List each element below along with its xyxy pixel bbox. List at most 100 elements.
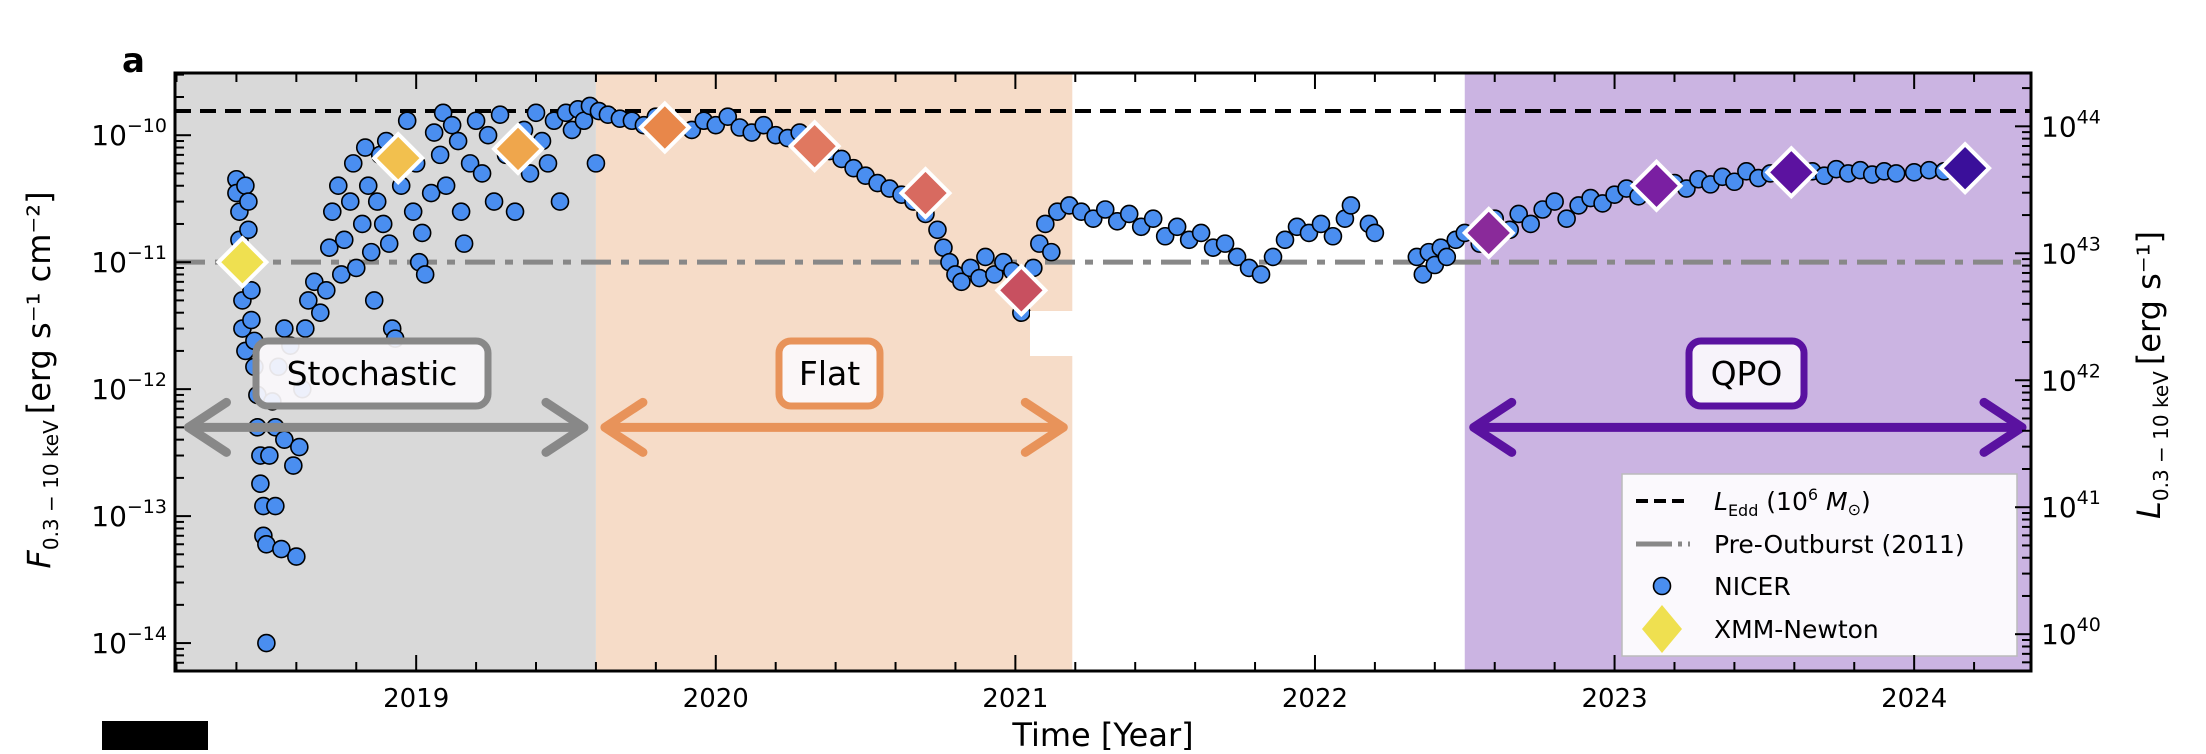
nicer-point [436, 176, 456, 196]
nicer-point [448, 131, 468, 151]
nicer-point [433, 103, 453, 123]
nicer-point [299, 291, 318, 310]
nicer-point [1545, 192, 1564, 211]
nicer-point [970, 268, 989, 288]
nicer-point [272, 539, 291, 559]
nicer-point [1413, 265, 1433, 284]
xmm-newton-point [787, 119, 842, 173]
nicer-point [275, 319, 294, 338]
nicer-point [421, 183, 441, 203]
y-left-tick-label: 10−12 [91, 369, 167, 406]
x-axis-title: Time [Year] [1011, 716, 1193, 750]
nicer-point [754, 115, 774, 135]
arrow-flat [600, 397, 1068, 457]
nicer-point [1095, 200, 1115, 219]
y-right-tick-label: 1044 [2041, 106, 2101, 143]
nicer-point [1251, 265, 1271, 284]
nicer-point [1725, 172, 1744, 192]
xmm-newton-point [1629, 158, 1684, 213]
nicer-point [412, 223, 432, 243]
arrow-stochastic [183, 397, 589, 457]
nicer-point [1263, 247, 1283, 267]
nicer-point [1886, 164, 1906, 183]
x-tick-label: 2024 [1881, 684, 1947, 714]
nicer-point [379, 234, 399, 253]
nicer-point [239, 220, 258, 240]
nicer-point [397, 111, 417, 131]
legend-diamond-icon [1642, 605, 1682, 653]
nicer-point [1521, 214, 1540, 234]
xmm-newton-point [215, 235, 270, 290]
nicer-point [328, 176, 348, 196]
nicer-point [424, 123, 444, 142]
legend-label-xmm-newton: XMM-Newton [1714, 615, 1879, 644]
nicer-point [373, 214, 393, 234]
nicer-point [236, 176, 255, 196]
nicer-point [985, 265, 1004, 284]
xmm-newton-point [1938, 141, 1992, 196]
y-left-tick-label: 10−14 [91, 623, 167, 660]
nicer-point [526, 103, 546, 123]
nicer-point [1311, 214, 1331, 234]
nicer-point [952, 272, 971, 292]
xmm-newton-point [1764, 145, 1819, 200]
nicer-point [460, 154, 480, 173]
legend-label-nicer: NICER [1714, 572, 1791, 601]
nicer-point [520, 164, 540, 183]
y-axis-right-title: L0.3 − 10 keV[erg s⁻¹] [2130, 231, 2173, 519]
nicer-point [296, 319, 315, 338]
nicer-point [340, 192, 360, 211]
x-tick-label: 2023 [1581, 684, 1647, 714]
nicer-point [1557, 209, 1576, 229]
nicer-point [242, 310, 261, 330]
nicer-point [343, 154, 363, 173]
nicer-point [1227, 247, 1247, 267]
label-box-qpo [1685, 337, 1808, 410]
region-label-qpo: QPO [1711, 354, 1783, 393]
nicer-point [257, 633, 276, 653]
nicer-point [311, 303, 330, 323]
nicer-point [242, 281, 261, 300]
label-box-stochastic [252, 337, 492, 410]
nicer-point [1167, 217, 1187, 237]
nicer-point [334, 230, 354, 250]
nicer-point [1042, 242, 1061, 262]
nicer-point [355, 138, 375, 157]
nicer-point [266, 496, 285, 516]
nicer-point [454, 234, 474, 253]
mask-patch [1030, 311, 1073, 356]
nicer-point [550, 192, 570, 211]
nicer-point [1143, 209, 1163, 229]
region-label-stochastic: Stochastic [287, 354, 458, 393]
nicer-point [451, 202, 471, 221]
nicer-point [1437, 247, 1457, 267]
y-left-tick-label: 10−11 [91, 242, 167, 279]
region-label-flat: Flat [799, 354, 860, 393]
nicer-point [352, 214, 372, 234]
legend-box [1621, 473, 2018, 657]
nicer-point [1155, 226, 1175, 246]
nicer-point [1323, 226, 1343, 246]
nicer-point [928, 220, 947, 240]
nicer-point [287, 547, 306, 566]
nicer-point [1509, 204, 1528, 224]
legend-label-eddington: LEdd (106 M⊙) [1714, 485, 1871, 520]
nicer-point [490, 105, 510, 125]
nicer-point [718, 107, 738, 126]
xmm-newton-point [491, 122, 545, 176]
nicer-point [361, 242, 381, 262]
nicer-point [1275, 230, 1295, 250]
nicer-point [430, 145, 450, 165]
nicer-point [260, 446, 279, 465]
y-right-tick-label: 1040 [2041, 614, 2101, 651]
nicer-point [976, 247, 995, 267]
nicer-point [505, 202, 525, 221]
nicer-point [319, 238, 339, 258]
y-right-tick-label: 1043 [2041, 233, 2101, 270]
nicer-point [586, 154, 606, 173]
y-left-tick-label: 10−13 [91, 496, 167, 533]
nicer-point [322, 202, 342, 221]
nicer-point [442, 115, 462, 135]
label-box-flat [775, 337, 884, 410]
